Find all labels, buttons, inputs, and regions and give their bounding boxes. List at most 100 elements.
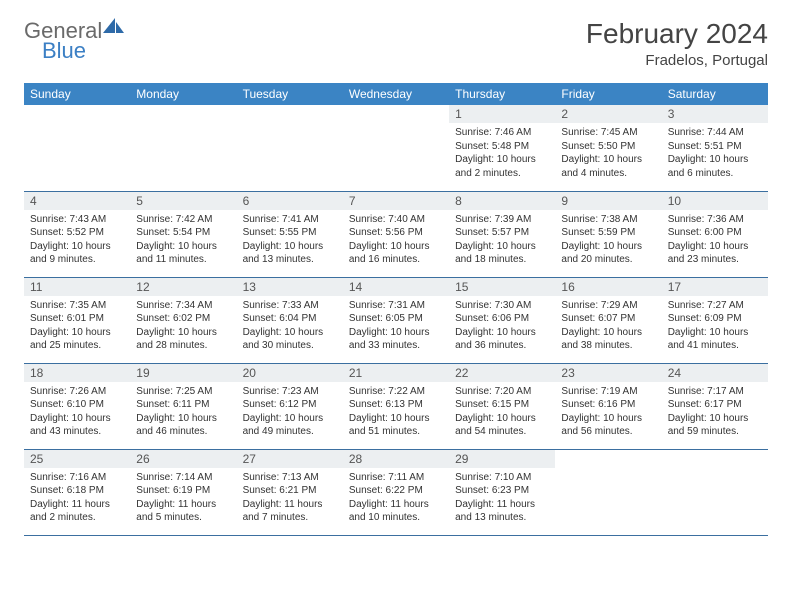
day-details: Sunrise: 7:25 AMSunset: 6:11 PMDaylight:…	[130, 382, 236, 443]
day-number: 6	[237, 192, 343, 210]
calendar-cell: 26Sunrise: 7:14 AMSunset: 6:19 PMDayligh…	[130, 449, 236, 535]
sunset-text: Sunset: 6:15 PM	[455, 398, 549, 412]
sunset-text: Sunset: 6:23 PM	[455, 484, 549, 498]
day-number: 15	[449, 278, 555, 296]
calendar-cell: 20Sunrise: 7:23 AMSunset: 6:12 PMDayligh…	[237, 363, 343, 449]
daylight-text: Daylight: 10 hours and 33 minutes.	[349, 326, 443, 353]
day-details: Sunrise: 7:39 AMSunset: 5:57 PMDaylight:…	[449, 210, 555, 271]
day-number: 9	[555, 192, 661, 210]
daylight-text: Daylight: 11 hours and 2 minutes.	[30, 498, 124, 525]
sunrise-text: Sunrise: 7:10 AM	[455, 471, 549, 485]
day-number: 7	[343, 192, 449, 210]
daylight-text: Daylight: 10 hours and 38 minutes.	[561, 326, 655, 353]
day-number: 3	[662, 105, 768, 123]
calendar-cell: 6Sunrise: 7:41 AMSunset: 5:55 PMDaylight…	[237, 191, 343, 277]
sunrise-text: Sunrise: 7:40 AM	[349, 213, 443, 227]
day-number	[24, 105, 130, 109]
calendar-cell	[237, 105, 343, 191]
day-details: Sunrise: 7:42 AMSunset: 5:54 PMDaylight:…	[130, 210, 236, 271]
calendar-cell: 3Sunrise: 7:44 AMSunset: 5:51 PMDaylight…	[662, 105, 768, 191]
daylight-text: Daylight: 11 hours and 5 minutes.	[136, 498, 230, 525]
calendar-cell: 4Sunrise: 7:43 AMSunset: 5:52 PMDaylight…	[24, 191, 130, 277]
calendar-cell: 11Sunrise: 7:35 AMSunset: 6:01 PMDayligh…	[24, 277, 130, 363]
calendar-cell	[555, 449, 661, 535]
daylight-text: Daylight: 10 hours and 18 minutes.	[455, 240, 549, 267]
day-number	[130, 105, 236, 109]
sunset-text: Sunset: 5:50 PM	[561, 140, 655, 154]
sunrise-text: Sunrise: 7:26 AM	[30, 385, 124, 399]
sunrise-text: Sunrise: 7:33 AM	[243, 299, 337, 313]
day-details: Sunrise: 7:40 AMSunset: 5:56 PMDaylight:…	[343, 210, 449, 271]
day-details: Sunrise: 7:41 AMSunset: 5:55 PMDaylight:…	[237, 210, 343, 271]
calendar-cell: 21Sunrise: 7:22 AMSunset: 6:13 PMDayligh…	[343, 363, 449, 449]
daylight-text: Daylight: 10 hours and 46 minutes.	[136, 412, 230, 439]
calendar-cell: 14Sunrise: 7:31 AMSunset: 6:05 PMDayligh…	[343, 277, 449, 363]
day-details: Sunrise: 7:17 AMSunset: 6:17 PMDaylight:…	[662, 382, 768, 443]
calendar-cell	[343, 105, 449, 191]
sunset-text: Sunset: 6:16 PM	[561, 398, 655, 412]
day-number: 5	[130, 192, 236, 210]
daylight-text: Daylight: 11 hours and 7 minutes.	[243, 498, 337, 525]
sunrise-text: Sunrise: 7:35 AM	[30, 299, 124, 313]
day-number: 18	[24, 364, 130, 382]
day-number	[237, 105, 343, 109]
daylight-text: Daylight: 10 hours and 6 minutes.	[668, 153, 762, 180]
sunset-text: Sunset: 5:54 PM	[136, 226, 230, 240]
daylight-text: Daylight: 10 hours and 56 minutes.	[561, 412, 655, 439]
sunrise-text: Sunrise: 7:25 AM	[136, 385, 230, 399]
calendar-grid: Sunday Monday Tuesday Wednesday Thursday…	[24, 83, 768, 536]
daylight-text: Daylight: 10 hours and 13 minutes.	[243, 240, 337, 267]
daylight-text: Daylight: 10 hours and 30 minutes.	[243, 326, 337, 353]
calendar-cell	[130, 105, 236, 191]
daylight-text: Daylight: 10 hours and 20 minutes.	[561, 240, 655, 267]
day-number: 19	[130, 364, 236, 382]
sunrise-text: Sunrise: 7:36 AM	[668, 213, 762, 227]
day-details: Sunrise: 7:11 AMSunset: 6:22 PMDaylight:…	[343, 468, 449, 529]
sunrise-text: Sunrise: 7:34 AM	[136, 299, 230, 313]
day-details: Sunrise: 7:44 AMSunset: 5:51 PMDaylight:…	[662, 123, 768, 184]
title-block: February 2024 Fradelos, Portugal	[586, 18, 768, 69]
day-details: Sunrise: 7:36 AMSunset: 6:00 PMDaylight:…	[662, 210, 768, 271]
day-header: Sunday	[24, 83, 130, 105]
calendar-cell: 16Sunrise: 7:29 AMSunset: 6:07 PMDayligh…	[555, 277, 661, 363]
sunset-text: Sunset: 6:18 PM	[30, 484, 124, 498]
day-details: Sunrise: 7:45 AMSunset: 5:50 PMDaylight:…	[555, 123, 661, 184]
page-header: GeneralBlue February 2024 Fradelos, Port…	[24, 18, 768, 69]
day-number: 17	[662, 278, 768, 296]
sunrise-text: Sunrise: 7:23 AM	[243, 385, 337, 399]
sunset-text: Sunset: 6:13 PM	[349, 398, 443, 412]
day-number: 29	[449, 450, 555, 468]
calendar-cell	[24, 105, 130, 191]
sunrise-text: Sunrise: 7:46 AM	[455, 126, 549, 140]
sunrise-text: Sunrise: 7:44 AM	[668, 126, 762, 140]
calendar-cell: 9Sunrise: 7:38 AMSunset: 5:59 PMDaylight…	[555, 191, 661, 277]
calendar-cell: 7Sunrise: 7:40 AMSunset: 5:56 PMDaylight…	[343, 191, 449, 277]
day-number: 14	[343, 278, 449, 296]
sunset-text: Sunset: 6:00 PM	[668, 226, 762, 240]
sunset-text: Sunset: 6:22 PM	[349, 484, 443, 498]
sunrise-text: Sunrise: 7:38 AM	[561, 213, 655, 227]
calendar-cell: 27Sunrise: 7:13 AMSunset: 6:21 PMDayligh…	[237, 449, 343, 535]
sunset-text: Sunset: 5:56 PM	[349, 226, 443, 240]
sunrise-text: Sunrise: 7:14 AM	[136, 471, 230, 485]
calendar-cell: 13Sunrise: 7:33 AMSunset: 6:04 PMDayligh…	[237, 277, 343, 363]
calendar-cell: 29Sunrise: 7:10 AMSunset: 6:23 PMDayligh…	[449, 449, 555, 535]
sunrise-text: Sunrise: 7:19 AM	[561, 385, 655, 399]
day-number	[343, 105, 449, 109]
daylight-text: Daylight: 10 hours and 49 minutes.	[243, 412, 337, 439]
sunset-text: Sunset: 6:07 PM	[561, 312, 655, 326]
sunrise-text: Sunrise: 7:17 AM	[668, 385, 762, 399]
day-number: 23	[555, 364, 661, 382]
calendar-week-row: 4Sunrise: 7:43 AMSunset: 5:52 PMDaylight…	[24, 191, 768, 277]
daylight-text: Daylight: 10 hours and 25 minutes.	[30, 326, 124, 353]
sunset-text: Sunset: 6:21 PM	[243, 484, 337, 498]
calendar-cell: 1Sunrise: 7:46 AMSunset: 5:48 PMDaylight…	[449, 105, 555, 191]
sunrise-text: Sunrise: 7:13 AM	[243, 471, 337, 485]
daylight-text: Daylight: 10 hours and 36 minutes.	[455, 326, 549, 353]
calendar-cell: 28Sunrise: 7:11 AMSunset: 6:22 PMDayligh…	[343, 449, 449, 535]
calendar-cell: 12Sunrise: 7:34 AMSunset: 6:02 PMDayligh…	[130, 277, 236, 363]
calendar-cell: 8Sunrise: 7:39 AMSunset: 5:57 PMDaylight…	[449, 191, 555, 277]
sunrise-text: Sunrise: 7:11 AM	[349, 471, 443, 485]
sunrise-text: Sunrise: 7:41 AM	[243, 213, 337, 227]
day-number: 22	[449, 364, 555, 382]
